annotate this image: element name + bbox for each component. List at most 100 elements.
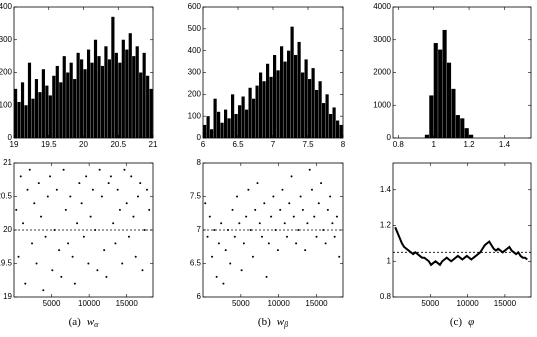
y-tick-label: 300 [0, 35, 13, 44]
bar [429, 95, 434, 138]
bar [14, 88, 18, 138]
bar [255, 85, 259, 138]
bar [83, 69, 87, 138]
x-tick-label: 10000 [78, 299, 101, 308]
point [308, 168, 311, 171]
point [338, 255, 341, 258]
x-tick-label: 5000 [421, 299, 439, 308]
point [208, 215, 211, 218]
caption-symbol: w [277, 316, 285, 328]
y-tick-label: 500 [188, 24, 202, 33]
point [19, 175, 22, 178]
y-tick-label: 0.8 [380, 292, 392, 301]
x-tick-label: 1.2 [464, 140, 476, 149]
point [222, 282, 225, 285]
point [107, 182, 110, 185]
point [40, 215, 43, 218]
bar [27, 62, 32, 138]
y-tick-label: 6.5 [190, 259, 202, 268]
point [256, 182, 259, 185]
bar [276, 70, 280, 138]
caption: (a) wα [69, 316, 100, 329]
bar [304, 59, 308, 138]
bar [297, 41, 301, 138]
marks [203, 26, 343, 138]
point [51, 269, 54, 272]
bar [290, 26, 294, 138]
point [96, 269, 99, 272]
panel: 0 1000 2000 3000 4000 0.8 1 1.2 1.4 [373, 2, 532, 149]
point [28, 168, 31, 171]
bar [318, 81, 322, 138]
point [35, 262, 38, 265]
x-tick-label: 20.5 [110, 140, 126, 149]
bar [24, 105, 28, 138]
y-tick-label: 6 [197, 292, 202, 301]
x-tick-label: 15000 [494, 299, 517, 308]
bar [107, 59, 111, 138]
bar [114, 52, 118, 138]
bar [325, 94, 329, 138]
point [87, 262, 90, 265]
point [60, 275, 63, 278]
x-tick-label: 8 [341, 140, 346, 149]
bar [252, 98, 256, 138]
bar [93, 39, 98, 138]
x-tick-label: 0.8 [393, 140, 405, 149]
point [333, 235, 336, 238]
bar [55, 65, 59, 138]
bar [206, 116, 210, 138]
point [73, 282, 76, 285]
point [279, 208, 282, 211]
point [236, 195, 239, 198]
bar [442, 29, 447, 138]
bar [224, 109, 228, 138]
bar [227, 118, 231, 138]
y-tick-label: 400 [0, 2, 13, 11]
point [91, 188, 94, 191]
bar [241, 96, 245, 138]
point [315, 235, 318, 238]
point [313, 215, 316, 218]
bar [273, 55, 277, 138]
bar [446, 62, 452, 138]
caption: (c) φ [450, 316, 474, 328]
point [67, 242, 70, 245]
point [148, 208, 151, 211]
point [85, 175, 88, 178]
bar [73, 79, 77, 138]
bar [269, 76, 273, 138]
x-tick-label: 10000 [456, 299, 479, 308]
bar [469, 134, 474, 138]
bar [17, 101, 21, 138]
point [329, 195, 332, 198]
bar [111, 16, 115, 138]
axes-frame [13, 6, 154, 139]
axes-frame [392, 162, 532, 298]
y-tick-label: 200 [188, 89, 202, 98]
bar [336, 120, 340, 138]
y-tick-label: 19 [3, 292, 12, 301]
point [42, 289, 45, 292]
y-tick-label: 1000 [373, 100, 391, 109]
point [258, 222, 261, 225]
y-tick-label: 1.2 [380, 221, 392, 230]
bar [287, 50, 291, 138]
point [114, 242, 117, 245]
caption-subscript: β [283, 320, 288, 329]
y-tick-label: 400 [188, 46, 202, 55]
point [242, 242, 245, 245]
y-tick-label: 4000 [373, 2, 391, 11]
axes-frame [13, 162, 154, 298]
marks [203, 168, 343, 285]
bar [217, 111, 221, 138]
bar [86, 49, 91, 138]
point [324, 242, 327, 245]
point [283, 222, 286, 225]
point [206, 235, 209, 238]
caption-label: (b) [258, 316, 271, 328]
bar [149, 88, 153, 138]
point [100, 195, 103, 198]
bar [128, 33, 132, 138]
point [17, 255, 20, 258]
